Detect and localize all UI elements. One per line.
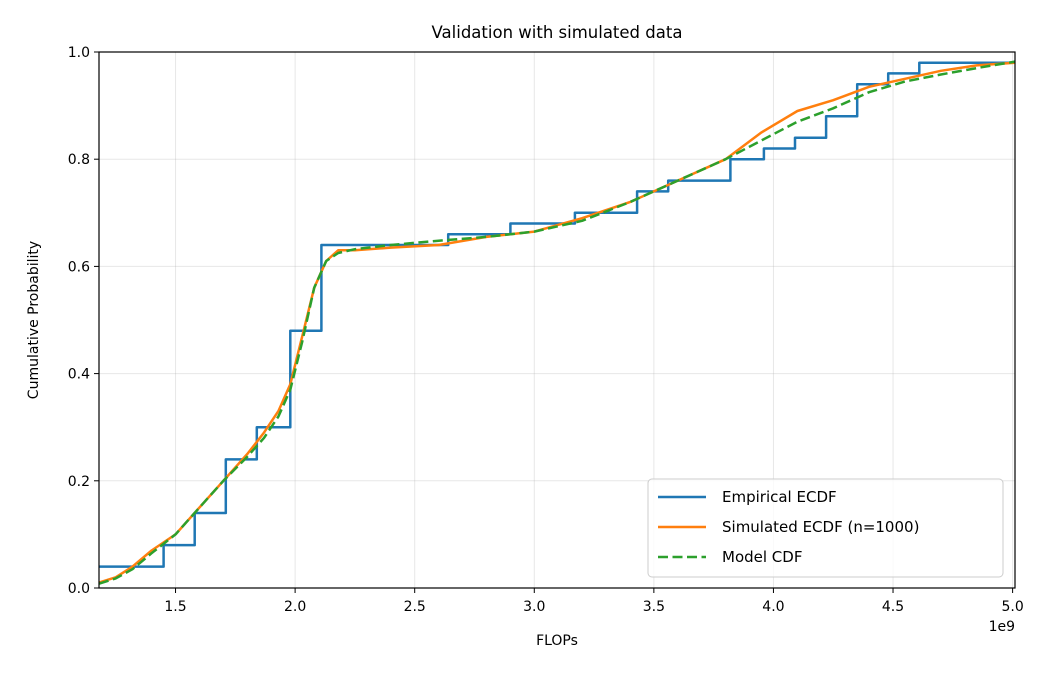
- x-axis-label: FLOPs: [536, 633, 578, 649]
- plot-area: [99, 60, 1015, 585]
- axes-frame: [98, 51, 1016, 589]
- x-tick-label: 3.0: [523, 599, 545, 615]
- ticks: 1.5 2.0 2.5 3.0 3.5 4.0 4.5 5.0 0.0 0.2 0.4 0.6 0.8 1…: [68, 45, 1024, 615]
- x-tick-label: 2.0: [284, 599, 306, 615]
- legend-label-2: Model CDF: [722, 548, 802, 566]
- legend-label-0: Empirical ECDF: [722, 488, 837, 506]
- y-axis-label: Cumulative Probability: [26, 241, 42, 399]
- chart-title: Validation with simulated data: [432, 23, 683, 42]
- series-line-2: [99, 60, 1015, 585]
- x-tick-label: 5.0: [1001, 599, 1023, 615]
- x-tick-label: 1.5: [164, 599, 186, 615]
- y-tick-label: 0.4: [68, 367, 90, 383]
- x-tick-label: 4.5: [882, 599, 904, 615]
- y-tick-label: 1.0: [68, 45, 90, 61]
- x-axis-offset-label: 1e9: [989, 619, 1015, 635]
- y-tick-label: 0.6: [68, 259, 90, 275]
- y-tick-label: 0.0: [68, 581, 90, 597]
- x-tick-label: 3.5: [643, 599, 665, 615]
- legend: Empirical ECDF Simulated ECDF (n=1000) Mod…: [647, 478, 1004, 578]
- y-tick-label: 0.8: [68, 152, 90, 168]
- legend-box: [647, 478, 1004, 578]
- series-line-0: [99, 61, 1015, 568]
- x-tick-label: 2.5: [404, 599, 426, 615]
- y-tick-label: 0.2: [68, 474, 90, 490]
- x-tick-label: 4.0: [762, 599, 784, 615]
- legend-label-1: Simulated ECDF (n=1000): [722, 518, 919, 536]
